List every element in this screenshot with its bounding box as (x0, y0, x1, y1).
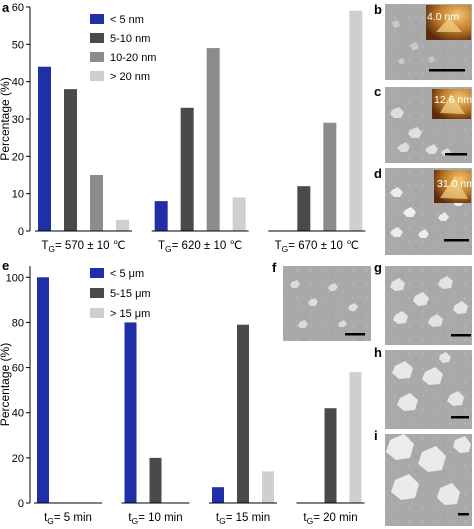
bar (116, 219, 129, 231)
scale-bar-b (429, 69, 465, 72)
bar (206, 48, 220, 231)
y-tick-label: 20 (12, 151, 24, 163)
category-label: tG= 20 min (303, 512, 357, 526)
micrograph-h-image (385, 350, 472, 429)
micrograph-f (283, 266, 371, 341)
afm-label-c: 12.6 nm (434, 94, 472, 106)
bar (154, 201, 168, 231)
panel-label-d: d (374, 166, 382, 181)
micrograph-i (385, 434, 472, 526)
y-tick-label: 40 (12, 408, 24, 420)
y-tick-label: 80 (12, 317, 24, 329)
bar (349, 372, 362, 503)
legend-label: 5-15 μm (110, 288, 151, 300)
legend-swatch (90, 33, 104, 43)
y-tick-label: 10 (12, 189, 24, 201)
legend-label: > 20 nm (110, 71, 150, 83)
panel-label-e: e (2, 258, 9, 273)
y-tick-label: 50 (12, 39, 24, 51)
y-tick-label: 60 (12, 2, 24, 14)
panel-label-a: a (2, 0, 10, 15)
y-tick-label: 40 (12, 77, 24, 89)
y-tick-label: 30 (12, 114, 24, 126)
micrograph-c: 12.6 nm (385, 87, 472, 163)
y-tick-label: 0 (18, 226, 24, 238)
y-axis-label: Percentage (%) (0, 77, 12, 160)
legend-swatch (90, 308, 104, 318)
bar (237, 324, 249, 503)
legend-label: < 5 μm (110, 268, 144, 280)
category-label: TG= 570 ± 10 ℃ (41, 240, 125, 254)
bar (212, 487, 224, 503)
legend-swatch (90, 268, 104, 278)
scale-bar-i (458, 513, 469, 516)
legend-label: 5-10 nm (110, 33, 150, 45)
micrograph-h (385, 350, 472, 429)
chart-e: 0 20 40 60 80 100 Percentage (%) tG= 5 min tG= 1… (0, 266, 365, 526)
panel-label-i: i (374, 428, 378, 443)
bar (262, 471, 274, 503)
y-tick-label: 20 (12, 453, 24, 465)
legend-label: 10-20 nm (110, 52, 156, 64)
bar (149, 457, 162, 503)
scale-bar-c (445, 153, 467, 156)
bar (38, 66, 51, 231)
category-label: TG= 670 ± 10 ℃ (275, 240, 359, 254)
micrograph-d: 31.0 nm (385, 168, 474, 255)
scale-bar-d (444, 239, 469, 242)
bar (323, 122, 337, 231)
bar (232, 197, 246, 231)
panel-label-h: h (374, 345, 382, 360)
category-label: tG= 10 min (128, 512, 182, 526)
chart-a: 0 10 20 30 40 50 60 Percentage (%) TG= 570 ± 10 … (0, 2, 366, 254)
afm-label-d: 31.0 nm (437, 178, 474, 190)
panel-label-b: b (374, 2, 382, 17)
scale-bar-h (451, 416, 469, 419)
category-label: tG= 15 min (216, 512, 270, 526)
afm-label-b: 4.0 nm (427, 11, 459, 23)
category-label: TG= 620 ± 10 ℃ (158, 240, 242, 254)
bar (124, 322, 137, 503)
scale-bar-g (451, 334, 471, 337)
scale-bar-f (345, 333, 365, 336)
y-axis-label: Percentage (%) (0, 343, 12, 426)
bar (349, 10, 363, 231)
legend-swatch (90, 288, 104, 298)
legend-label: < 5 nm (110, 14, 144, 26)
category-label: tG= 5 min (44, 512, 92, 526)
bar (90, 175, 103, 231)
micrograph-b: 4.0 nm (385, 4, 472, 80)
legend-swatch (90, 52, 104, 62)
bar (297, 186, 311, 231)
bar (64, 89, 77, 231)
legend-swatch (90, 14, 104, 24)
y-tick-label: 100 (6, 272, 24, 284)
micrograph-g (385, 266, 472, 345)
panel-label-f: f (272, 260, 277, 275)
legend-swatch (90, 71, 104, 81)
y-tick-label: 0 (18, 498, 24, 510)
legend-label: > 15 μm (110, 308, 150, 320)
panel-label-g: g (374, 260, 382, 275)
bar (324, 408, 337, 503)
micrograph-f-image (283, 266, 371, 341)
panel-label-c: c (374, 84, 381, 99)
bar (37, 277, 49, 503)
y-tick-label: 60 (12, 363, 24, 375)
bar (180, 107, 194, 231)
